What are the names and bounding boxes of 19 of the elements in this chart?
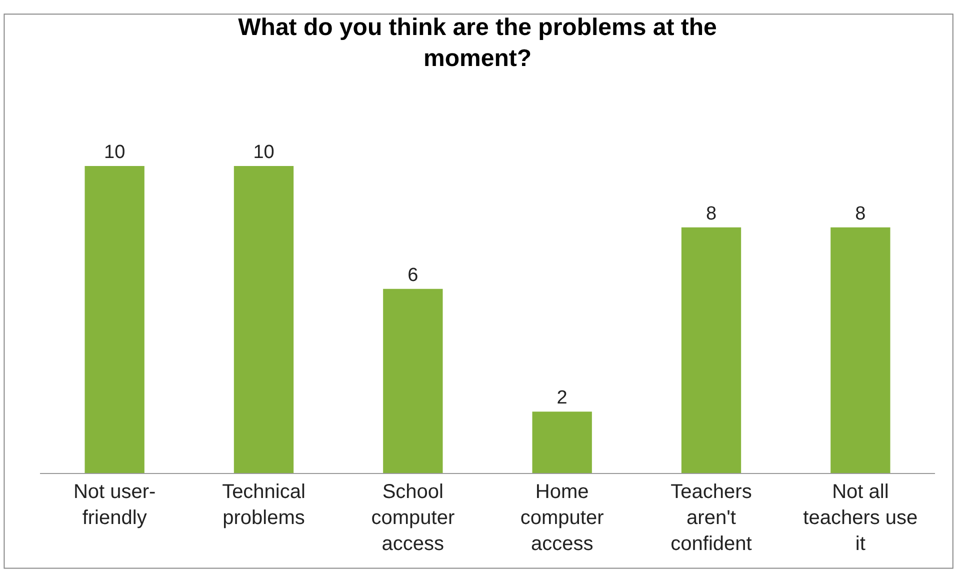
- x-tick-label: Not user-friendly: [73, 481, 156, 529]
- bar: [532, 412, 592, 473]
- x-tick-label: Technical problems: [222, 481, 306, 529]
- data-label: 8: [855, 203, 866, 224]
- bar: [84, 166, 144, 473]
- data-label: 8: [706, 203, 717, 224]
- bar: [234, 166, 294, 473]
- data-label: 10: [253, 142, 274, 164]
- bar: [830, 227, 890, 473]
- data-label: 10: [104, 142, 126, 164]
- chart-title: What do you think are the problems at the moment?: [238, 14, 717, 72]
- data-label: 6: [408, 264, 418, 286]
- bar: [681, 227, 742, 473]
- x-tick-label: Not all teachers use it: [803, 481, 918, 555]
- x-tick-label: Teachers aren't confident: [670, 481, 752, 555]
- x-tick-label: School computer access: [371, 481, 455, 555]
- x-tick-label: Home computer access: [520, 481, 604, 555]
- data-label: 2: [556, 388, 568, 409]
- bar: [383, 288, 443, 473]
